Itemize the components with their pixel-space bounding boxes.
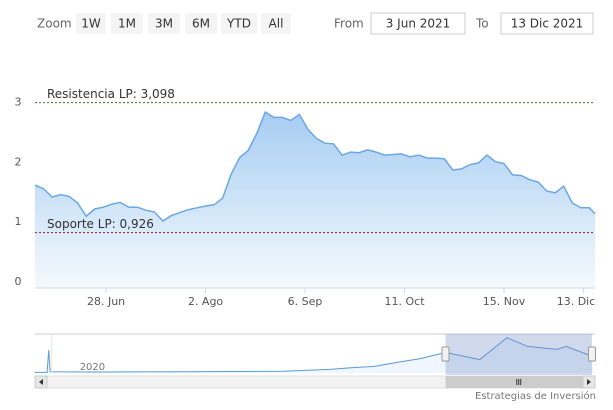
scroll-left-arrow	[39, 379, 43, 385]
price-line	[34, 110, 596, 222]
y-tick-label: 0	[15, 275, 22, 288]
scroll-right-arrow	[587, 379, 591, 385]
navigator-window[interactable]	[445, 334, 592, 375]
x-tick-label: 28. Jun	[87, 295, 125, 308]
x-tick-label: 13. Dic	[557, 295, 596, 308]
navigator-fill	[35, 337, 594, 373]
y-tick-label: 2	[15, 155, 22, 168]
zoom-button[interactable]	[221, 13, 257, 34]
zoom-button-label[interactable]: 3M	[155, 17, 173, 31]
zoom-button-label[interactable]: 6M	[192, 17, 210, 31]
zoom-button-label[interactable]: All	[269, 17, 284, 31]
zoom-button[interactable]	[261, 13, 291, 34]
zoom-button-label[interactable]: YTD	[226, 17, 251, 31]
x-tick-label: 15. Nov	[483, 295, 526, 308]
to-input[interactable]: 13 Dic 2021	[511, 17, 584, 31]
from-input-box[interactable]	[370, 12, 466, 35]
zoom-button[interactable]	[76, 13, 106, 34]
x-tick-label: 11. Oct	[385, 295, 426, 308]
navigator-handle[interactable]	[587, 346, 596, 362]
to-label: To	[475, 17, 489, 31]
x-tick-label: 6. Sep	[288, 295, 323, 308]
zoom-button-label[interactable]: 1M	[118, 17, 136, 31]
zoom-label: Zoom	[37, 17, 72, 31]
y-tick-label: 3	[15, 95, 22, 108]
zoom-button[interactable]	[111, 13, 143, 34]
navigator-tick-label: 2020	[80, 362, 105, 373]
zoom-button[interactable]	[185, 13, 217, 34]
y-tick-label: 1	[15, 215, 22, 228]
plot-line-label: Resistencia LP: 3,098	[47, 87, 175, 101]
navigator-handle[interactable]	[441, 346, 450, 362]
x-tick-label: 2. Ago	[188, 295, 223, 308]
to-input-box[interactable]	[500, 12, 594, 35]
navigator-line	[35, 337, 594, 373]
zoom-button[interactable]	[148, 13, 180, 34]
credit: Estrategias de Inversión	[475, 390, 596, 402]
plot-line-label: Soporte LP: 0,926	[47, 217, 154, 231]
from-input[interactable]: 3 Jun 2021	[386, 17, 451, 31]
area-fill	[35, 112, 595, 288]
from-label: From	[334, 17, 364, 31]
zoom-button-label[interactable]: 1W	[81, 17, 101, 31]
